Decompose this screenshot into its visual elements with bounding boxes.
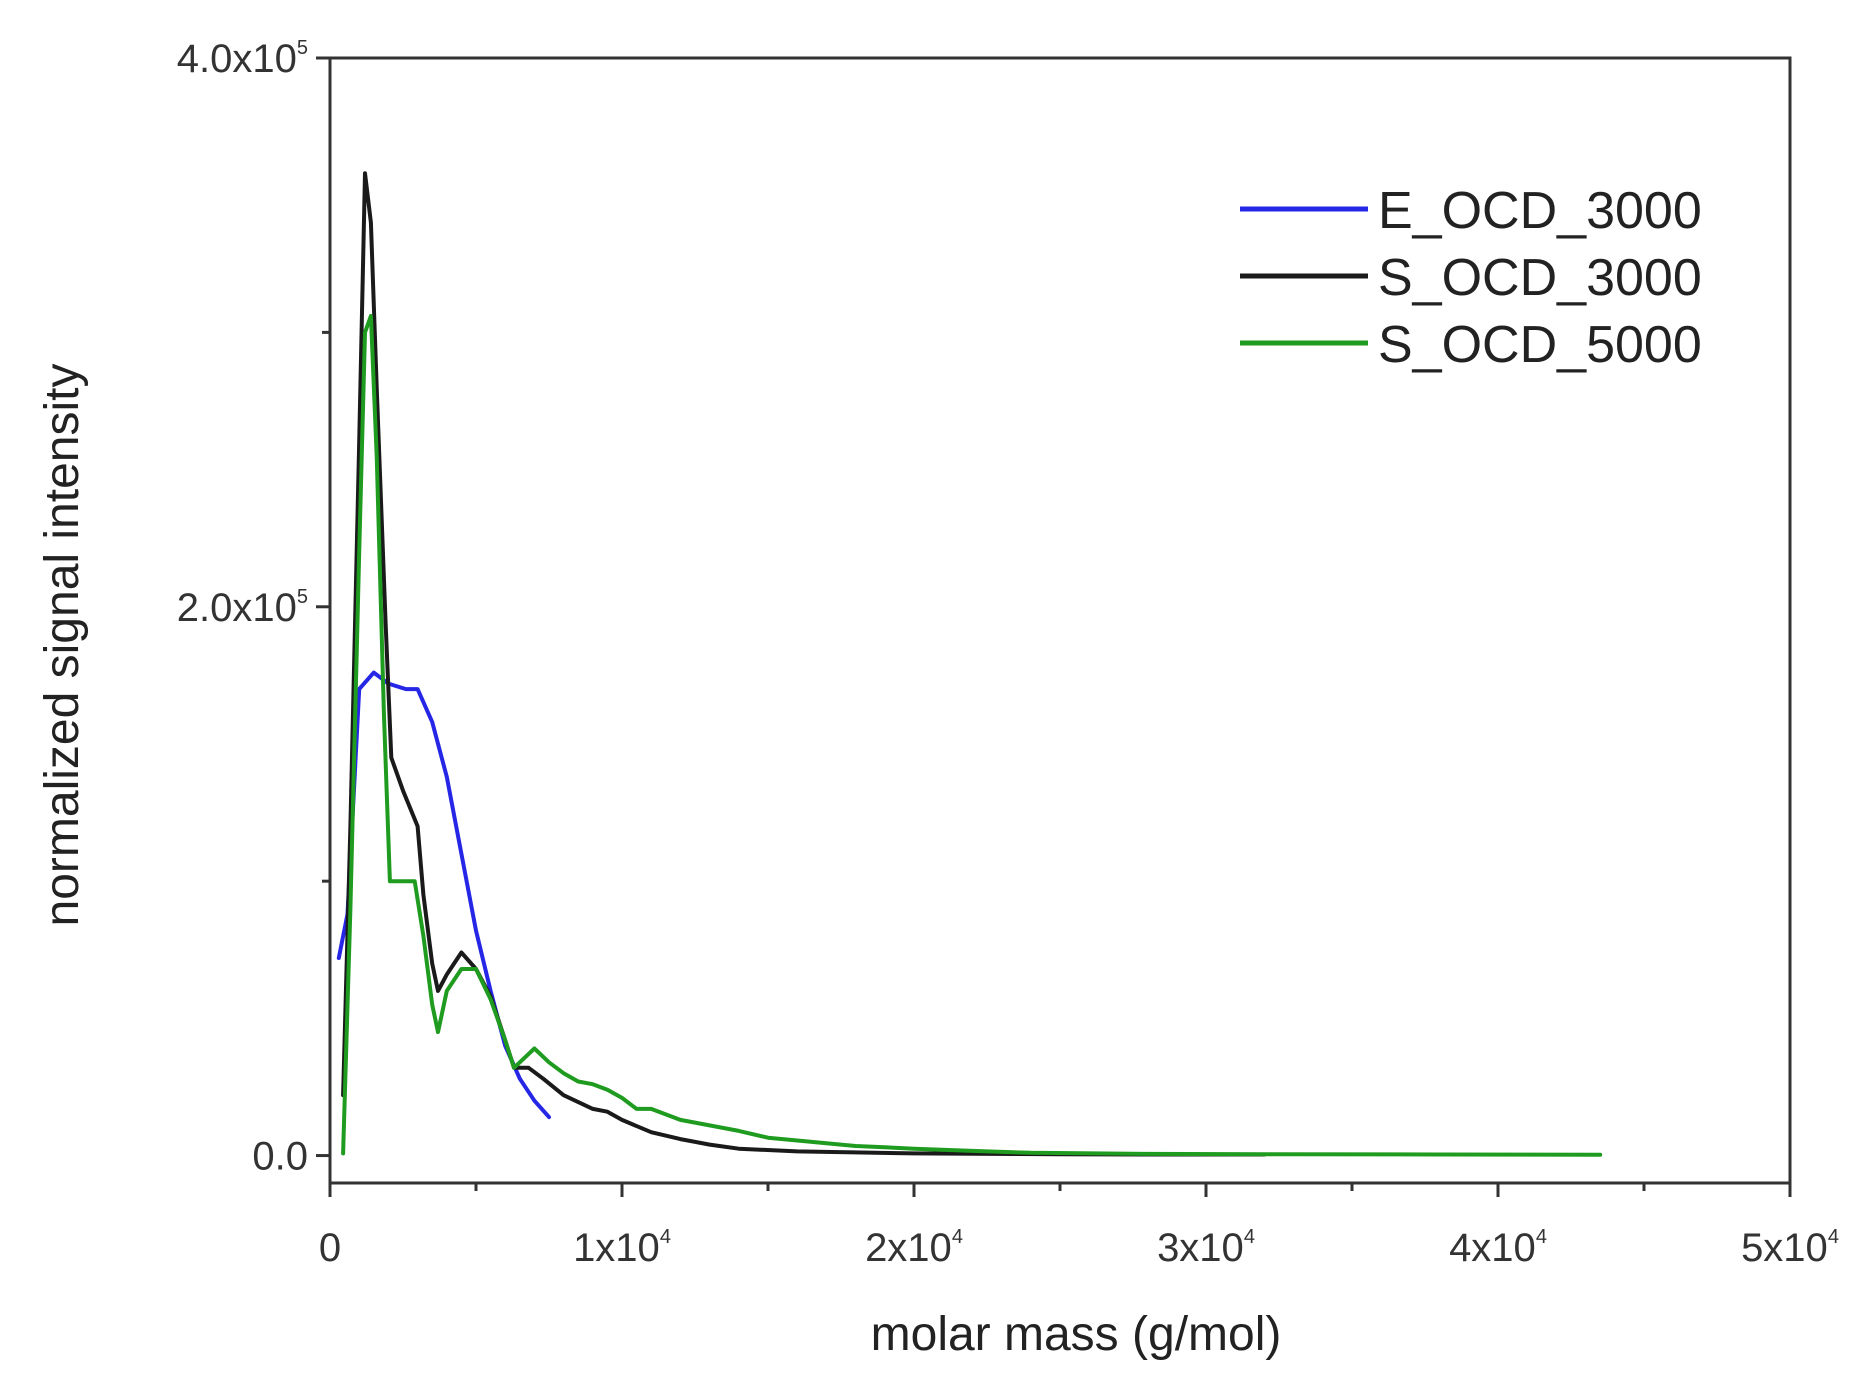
y-tick-label-2: 4.0x105 [177,37,308,81]
y-tick-label-1: 2.0x105 [177,586,308,630]
series-line-s-ocd-5000 [341,313,1603,1157]
legend-label-s-ocd-5000: S_OCD_5000 [1378,316,1702,374]
x-tick-label-1: 1x104 [573,1226,671,1270]
legend-label-s-ocd-3000: S_OCD_3000 [1378,249,1702,307]
series-line-s-ocd-3000 [341,171,1267,1157]
series-line-e-ocd-3000 [336,670,551,1120]
x-tick-label-2: 2x104 [865,1226,963,1270]
x-axis-title: molar mass (g/mol) [871,1308,1282,1361]
x-tick-label-4: 4x104 [1449,1226,1547,1270]
x-tick-label-3: 3x104 [1157,1226,1255,1270]
x-tick-label-0: 0 [319,1226,341,1270]
series-lines [336,171,1603,1157]
axis-ticks: 0 1x104 2x104 3x104 4x104 5x104 0.0 2.0x105 4.0x… [177,37,1839,1270]
y-axis-title: normalized signal intensity [36,364,89,927]
y-tick-label-0: 0.0 [252,1135,308,1179]
legend-label-e-ocd-3000: E_OCD_3000 [1378,182,1702,240]
legend: E_OCD_3000 S_OCD_3000 S_OCD_5000 [1240,182,1702,374]
x-tick-label-5: 5x104 [1741,1226,1839,1270]
